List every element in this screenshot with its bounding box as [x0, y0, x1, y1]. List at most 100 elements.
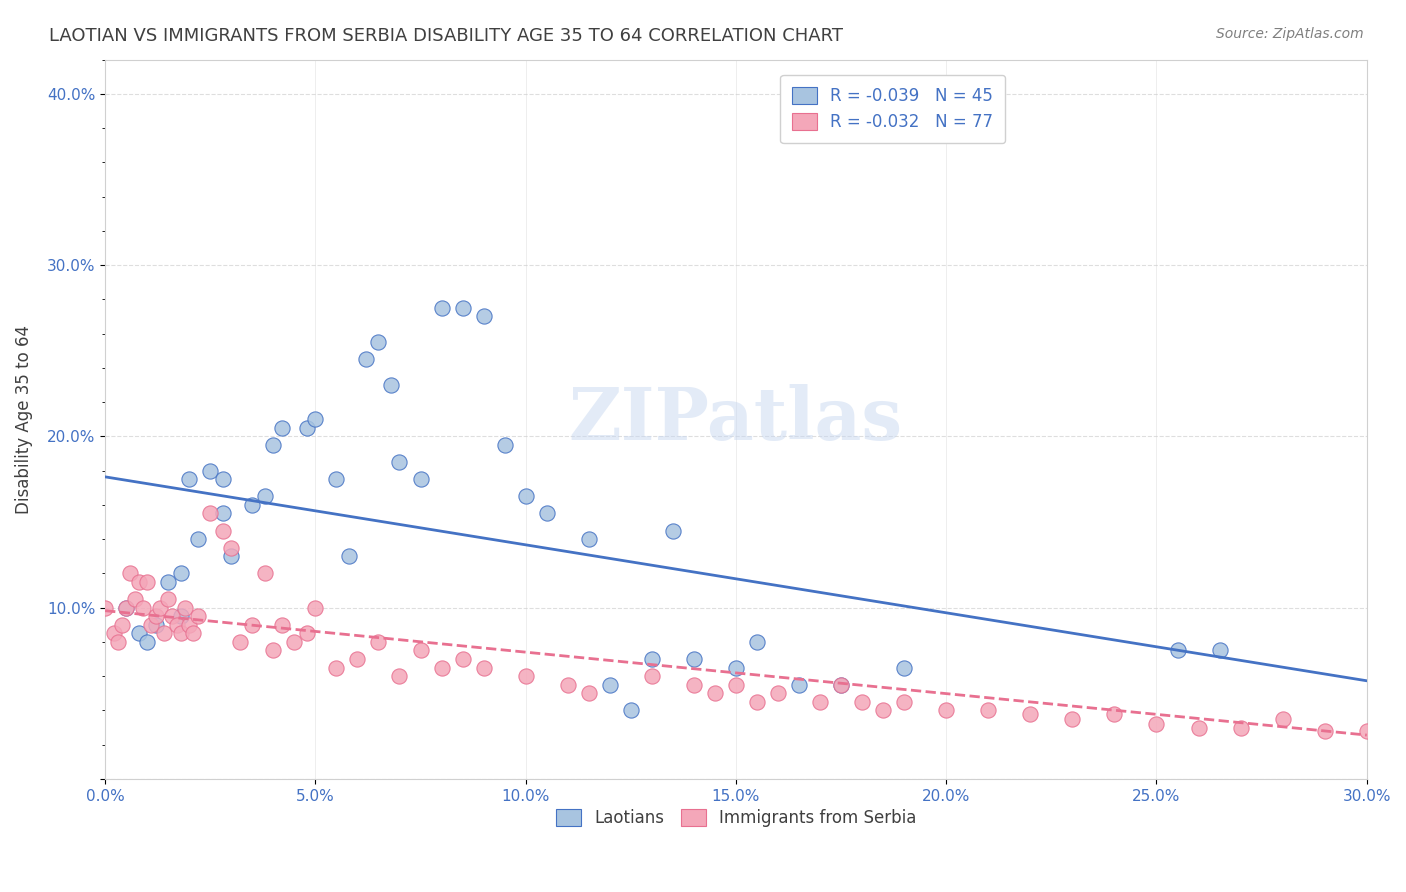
Immigrants from Serbia — [1355, 723, 1378, 738]
Immigrants from Serbia — [872, 703, 894, 717]
Immigrants from Serbia — [1271, 712, 1294, 726]
Laotians — [787, 678, 810, 692]
Immigrants from Serbia — [200, 507, 222, 521]
Immigrants from Serbia — [851, 695, 873, 709]
Laotians — [240, 498, 263, 512]
Text: Source: ZipAtlas.com: Source: ZipAtlas.com — [1216, 27, 1364, 41]
Immigrants from Serbia — [174, 600, 197, 615]
Immigrants from Serbia — [409, 643, 432, 657]
Immigrants from Serbia — [745, 695, 768, 709]
Immigrants from Serbia — [1398, 721, 1406, 735]
Laotians — [253, 489, 276, 503]
Immigrants from Serbia — [107, 635, 129, 649]
Laotians — [830, 678, 852, 692]
Immigrants from Serbia — [166, 617, 188, 632]
Immigrants from Serbia — [325, 660, 347, 674]
Laotians — [136, 635, 159, 649]
Immigrants from Serbia — [128, 574, 150, 589]
Immigrants from Serbia — [295, 626, 318, 640]
Laotians — [212, 472, 235, 486]
Laotians — [1166, 643, 1188, 657]
Laotians — [219, 549, 242, 564]
Laotians — [599, 678, 621, 692]
Laotians — [388, 455, 411, 469]
Immigrants from Serbia — [724, 678, 747, 692]
Immigrants from Serbia — [1019, 706, 1042, 721]
Immigrants from Serbia — [179, 617, 201, 632]
Immigrants from Serbia — [1376, 729, 1399, 743]
Immigrants from Serbia — [703, 686, 725, 700]
Laotians — [451, 301, 474, 315]
Immigrants from Serbia — [1313, 723, 1336, 738]
Immigrants from Serbia — [212, 524, 235, 538]
Laotians — [1208, 643, 1230, 657]
Immigrants from Serbia — [283, 635, 305, 649]
Laotians — [270, 421, 292, 435]
Laotians — [380, 378, 402, 392]
Laotians — [430, 301, 453, 315]
Laotians — [472, 310, 495, 324]
Immigrants from Serbia — [120, 566, 142, 581]
Immigrants from Serbia — [115, 600, 138, 615]
Immigrants from Serbia — [830, 678, 852, 692]
Immigrants from Serbia — [472, 660, 495, 674]
Laotians — [494, 438, 516, 452]
Laotians — [115, 600, 138, 615]
Immigrants from Serbia — [219, 541, 242, 555]
Laotians — [145, 617, 167, 632]
Immigrants from Serbia — [367, 635, 389, 649]
Laotians — [157, 574, 180, 589]
Immigrants from Serbia — [141, 617, 163, 632]
Laotians — [179, 472, 201, 486]
Immigrants from Serbia — [430, 660, 453, 674]
Immigrants from Serbia — [136, 574, 159, 589]
Laotians — [683, 652, 706, 666]
Immigrants from Serbia — [253, 566, 276, 581]
Immigrants from Serbia — [808, 695, 831, 709]
Laotians — [536, 507, 558, 521]
Immigrants from Serbia — [683, 678, 706, 692]
Laotians — [662, 524, 685, 538]
Laotians — [262, 438, 284, 452]
Immigrants from Serbia — [977, 703, 1000, 717]
Immigrants from Serbia — [228, 635, 250, 649]
Immigrants from Serbia — [124, 592, 146, 607]
Laotians — [170, 566, 193, 581]
Y-axis label: Disability Age 35 to 64: Disability Age 35 to 64 — [15, 325, 32, 514]
Laotians — [128, 626, 150, 640]
Laotians — [641, 652, 664, 666]
Immigrants from Serbia — [157, 592, 180, 607]
Laotians — [745, 635, 768, 649]
Immigrants from Serbia — [145, 609, 167, 624]
Immigrants from Serbia — [187, 609, 209, 624]
Laotians — [620, 703, 643, 717]
Laotians — [325, 472, 347, 486]
Laotians — [212, 507, 235, 521]
Laotians — [200, 464, 222, 478]
Laotians — [578, 532, 600, 546]
Laotians — [893, 660, 915, 674]
Laotians — [354, 352, 377, 367]
Immigrants from Serbia — [451, 652, 474, 666]
Immigrants from Serbia — [270, 617, 292, 632]
Immigrants from Serbia — [1229, 721, 1251, 735]
Immigrants from Serbia — [162, 609, 184, 624]
Immigrants from Serbia — [1187, 721, 1209, 735]
Immigrants from Serbia — [132, 600, 155, 615]
Immigrants from Serbia — [578, 686, 600, 700]
Immigrants from Serbia — [1062, 712, 1084, 726]
Laotians — [515, 489, 537, 503]
Immigrants from Serbia — [388, 669, 411, 683]
Immigrants from Serbia — [515, 669, 537, 683]
Immigrants from Serbia — [94, 600, 117, 615]
Text: ZIPatlas: ZIPatlas — [569, 384, 903, 455]
Immigrants from Serbia — [893, 695, 915, 709]
Immigrants from Serbia — [1146, 717, 1168, 731]
Immigrants from Serbia — [935, 703, 957, 717]
Immigrants from Serbia — [111, 617, 134, 632]
Immigrants from Serbia — [766, 686, 789, 700]
Laotians — [170, 609, 193, 624]
Immigrants from Serbia — [183, 626, 205, 640]
Laotians — [724, 660, 747, 674]
Legend: Laotians, Immigrants from Serbia: Laotians, Immigrants from Serbia — [547, 800, 925, 835]
